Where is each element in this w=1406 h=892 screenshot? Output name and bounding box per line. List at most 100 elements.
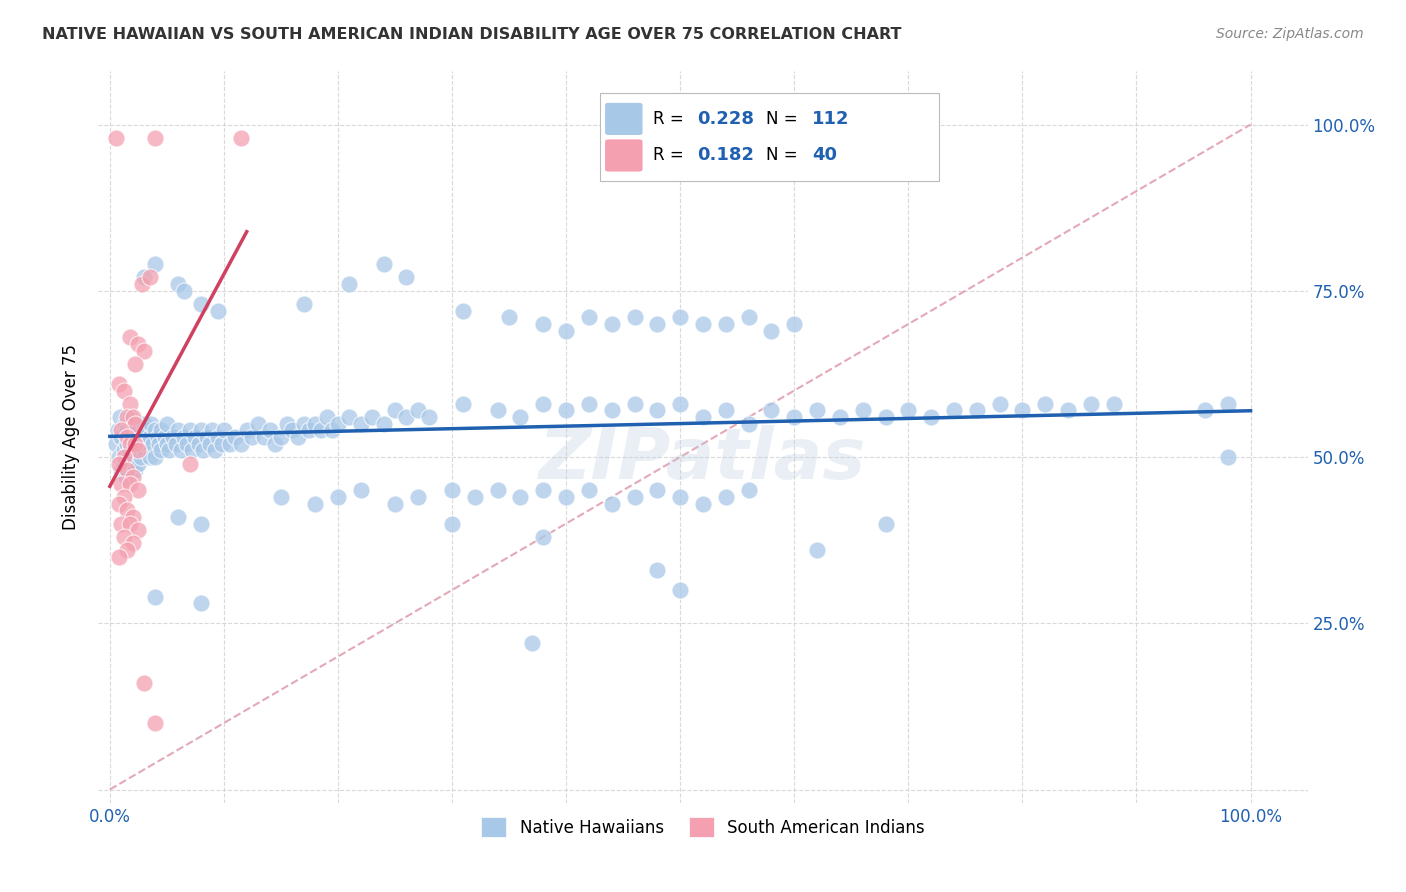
Point (326, 490, 349, 504)
Point (112, 457, 135, 471)
Point (361, 410, 384, 425)
Point (600, 403, 623, 417)
Point (229, 131, 252, 145)
Point (145, 590, 167, 604)
Point (875, 516, 897, 531)
Point (875, 410, 897, 425)
Point (120, 330, 142, 344)
Point (623, 490, 645, 504)
Point (204, 443, 226, 458)
Point (1102, 397, 1125, 411)
Point (531, 317, 554, 331)
Point (1080, 397, 1102, 411)
Point (104, 436, 127, 450)
Point (276, 417, 298, 431)
Point (127, 337, 149, 351)
Point (253, 430, 276, 444)
Point (120, 443, 142, 458)
Point (108, 457, 131, 471)
Point (247, 417, 270, 431)
Point (124, 357, 146, 371)
Point (520, 636, 543, 650)
Point (761, 403, 783, 417)
Point (179, 424, 201, 438)
Point (139, 430, 162, 444)
Point (132, 676, 155, 690)
Point (129, 450, 152, 464)
Point (153, 430, 176, 444)
Point (737, 483, 759, 498)
Point (259, 424, 281, 438)
Point (406, 403, 429, 417)
Point (190, 596, 212, 610)
Point (115, 410, 138, 425)
Point (384, 497, 406, 511)
Point (104, 131, 127, 145)
Point (453, 397, 475, 411)
Point (121, 424, 143, 438)
Point (578, 397, 600, 411)
Point (108, 549, 131, 564)
Point (120, 436, 142, 450)
Point (623, 397, 645, 411)
Point (132, 443, 155, 458)
Point (692, 497, 714, 511)
Point (1216, 397, 1239, 411)
Point (647, 483, 669, 498)
Point (337, 277, 360, 292)
Text: N =: N = (766, 146, 803, 164)
Point (714, 317, 737, 331)
Point (441, 516, 464, 531)
Point (1194, 403, 1216, 417)
Point (270, 430, 292, 444)
Point (555, 490, 578, 504)
Point (292, 297, 315, 311)
Point (304, 497, 326, 511)
Point (132, 417, 155, 431)
Point (173, 430, 195, 444)
Point (184, 430, 207, 444)
Text: 112: 112 (811, 110, 849, 128)
Point (229, 436, 252, 450)
Point (193, 443, 215, 458)
Point (578, 483, 600, 498)
Point (114, 470, 136, 484)
Point (190, 424, 212, 438)
Point (121, 457, 143, 471)
Point (110, 430, 132, 444)
Point (509, 410, 531, 425)
Point (828, 410, 851, 425)
Point (121, 410, 143, 425)
Point (190, 297, 212, 311)
Point (131, 277, 153, 292)
Point (852, 403, 875, 417)
Point (110, 424, 132, 438)
Point (121, 509, 143, 524)
Point (139, 417, 162, 431)
Point (647, 317, 669, 331)
Point (281, 424, 304, 438)
Point (1011, 403, 1033, 417)
Point (942, 403, 965, 417)
Point (498, 310, 520, 325)
Point (207, 430, 229, 444)
Point (212, 424, 235, 438)
Point (131, 430, 153, 444)
Point (315, 410, 337, 425)
Point (115, 424, 138, 438)
Point (783, 317, 806, 331)
Point (173, 284, 195, 298)
Point (115, 436, 138, 450)
Point (121, 470, 143, 484)
Point (115, 543, 138, 558)
Point (761, 324, 783, 338)
Point (988, 397, 1011, 411)
Point (128, 424, 150, 438)
Legend: Native Hawaiians, South American Indians: Native Hawaiians, South American Indians (472, 809, 934, 846)
Point (418, 410, 440, 425)
Point (127, 483, 149, 498)
Point (112, 490, 135, 504)
Point (145, 131, 167, 145)
Point (486, 403, 509, 417)
Text: 0.228: 0.228 (697, 110, 754, 128)
